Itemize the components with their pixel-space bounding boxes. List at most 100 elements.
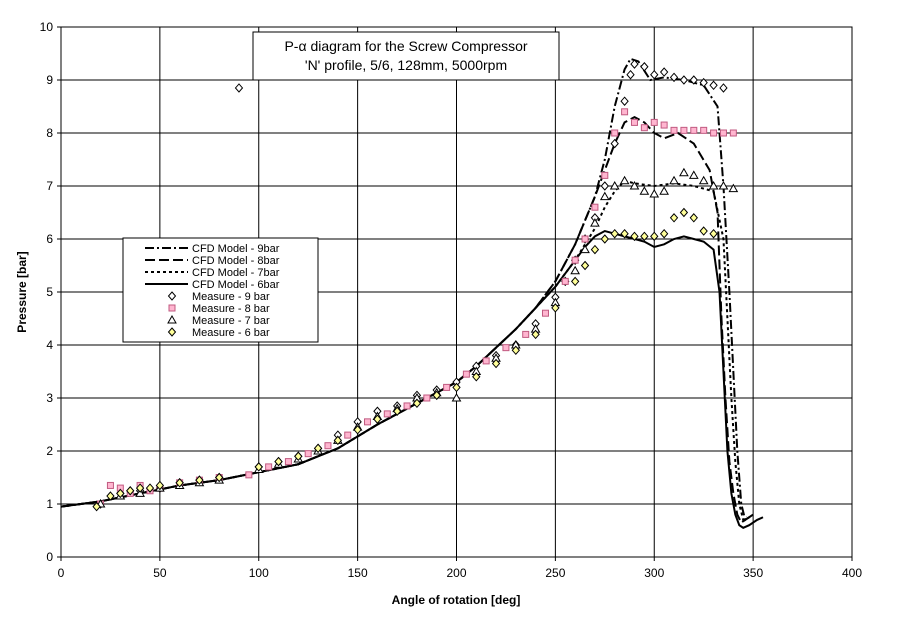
legend-label-cfd-model-7bar: CFD Model - 7bar: [192, 267, 280, 279]
y-tick-label: 4: [46, 338, 53, 352]
data-point: [640, 61, 649, 72]
data-point: [423, 394, 431, 402]
data-point: [669, 72, 679, 83]
data-point: [580, 244, 590, 254]
data-point: [620, 96, 629, 106]
data-point: [234, 83, 244, 93]
legend-label-measure-9-bar: Measure - 9 bar: [192, 291, 270, 303]
data-point: [432, 390, 441, 401]
data-point: [502, 344, 510, 352]
chart-title-box: P-α diagram for the Screw Compressor 'N'…: [252, 31, 560, 81]
data-point: [373, 414, 382, 424]
x-tick-label: 350: [743, 566, 763, 580]
data-point: [708, 180, 719, 190]
data-point: [611, 129, 619, 137]
data-point: [126, 485, 135, 496]
data-point: [659, 67, 669, 77]
chart-title-frame: [252, 31, 560, 81]
plot-area-frame: [60, 26, 853, 558]
data-point: [106, 491, 115, 501]
data-point: [304, 450, 312, 458]
axes: 0 50 100 150 200 250 300 350 400 0 1 2 3 4 5 6 7 8 9 10: [40, 20, 863, 580]
data-point: [145, 483, 155, 493]
x-tick-label: 250: [545, 566, 565, 580]
data-point: [710, 129, 718, 137]
data-point: [551, 303, 560, 313]
data-point: [599, 191, 610, 201]
data-point: [195, 475, 204, 485]
data-point: [699, 226, 708, 236]
data-point: [679, 207, 689, 218]
data-point: [629, 180, 640, 190]
data-point: [353, 425, 362, 435]
data-point: [639, 186, 650, 195]
data-point: [680, 126, 688, 134]
data-point: [669, 175, 679, 185]
data-point: [679, 167, 689, 177]
data-point: [728, 183, 739, 193]
data-point: [709, 80, 718, 91]
x-tick-label: 150: [348, 566, 368, 580]
legend-label-cfd-model-8bar: CFD Model - 8bar: [192, 255, 280, 267]
chart-title-line-2: 'N' profile, 5/6, 128mm, 5000rpm: [305, 57, 507, 73]
data-point: [601, 171, 609, 179]
data-point: [294, 451, 303, 462]
legend-swatch-measure-7-bar: [167, 314, 177, 324]
data-point: [581, 235, 589, 243]
data-point: [254, 462, 263, 472]
data-point: [660, 121, 668, 129]
series-markers-measure-6-bar: [92, 207, 718, 512]
y-tick-label: 3: [46, 391, 53, 405]
data-point: [590, 218, 600, 227]
legend-frame: [122, 237, 319, 343]
y-tick-label: 1: [46, 497, 53, 511]
data-point: [689, 75, 698, 85]
data-point: [561, 277, 569, 285]
data-point: [690, 126, 698, 134]
data-point: [688, 170, 699, 179]
data-point: [571, 256, 579, 264]
data-point: [630, 118, 638, 126]
data-point: [630, 231, 639, 242]
y-tick-label: 7: [46, 179, 53, 193]
data-point: [610, 228, 619, 239]
data-point: [245, 471, 253, 479]
y-tick-label: 5: [46, 285, 53, 299]
data-point: [621, 108, 629, 116]
data-point: [620, 228, 629, 239]
data-point: [719, 83, 728, 93]
data-point: [313, 443, 323, 454]
data-point: [215, 472, 224, 483]
data-point: [650, 231, 659, 242]
legend-label-cfd-model-9bar: CFD Model - 9bar: [192, 243, 280, 255]
data-point: [729, 129, 737, 137]
x-tick-label: 50: [153, 566, 167, 580]
data-point: [619, 175, 630, 185]
data-point: [669, 213, 679, 223]
legend-label-measure-7-bar: Measure - 7 bar: [192, 315, 270, 327]
data-point: [324, 442, 332, 450]
legend-label-measure-6-bar: Measure - 6 bar: [192, 327, 270, 339]
y-tick-label: 10: [40, 20, 54, 34]
data-point: [689, 213, 698, 223]
data-point: [650, 69, 659, 80]
data-point: [491, 358, 501, 369]
data-point: [135, 483, 145, 493]
legend-swatch-measure-8-bar: [168, 304, 176, 312]
data-point: [175, 478, 184, 488]
data-point: [570, 265, 581, 275]
data-point: [610, 138, 619, 149]
y-tick-label: 9: [46, 73, 53, 87]
y-tick-label: 0: [46, 550, 53, 564]
data-point: [670, 126, 678, 134]
x-tick-label: 400: [842, 566, 862, 580]
data-point: [116, 488, 125, 499]
data-point: [364, 418, 372, 426]
data-point: [541, 309, 549, 317]
data-point: [284, 458, 292, 466]
data-point: [600, 181, 609, 191]
y-tick-label: 8: [46, 126, 53, 140]
data-point: [609, 180, 620, 190]
series-line-cfd-model-6bar: [60, 229, 764, 529]
